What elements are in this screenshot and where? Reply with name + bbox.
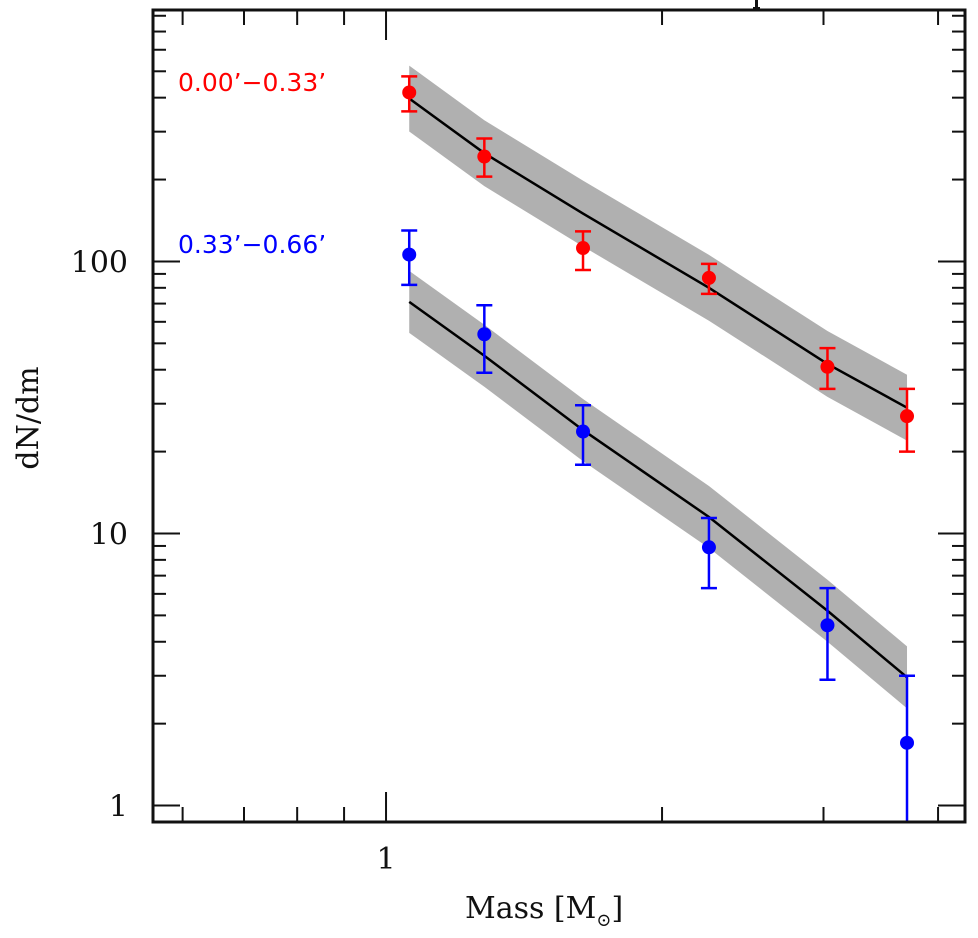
series-label-outer: 0.33’−0.66’	[178, 230, 326, 259]
data-point	[402, 247, 417, 262]
data-point	[820, 359, 835, 374]
x-axis-title: Mass [M⊙]	[465, 891, 623, 931]
data-point	[477, 149, 492, 164]
data-point	[576, 424, 591, 439]
model-line-1	[408, 300, 908, 679]
y-axis-title: dN/dm	[11, 366, 46, 469]
data-point	[402, 85, 417, 100]
model-band-0	[409, 65, 908, 441]
clipped-title-fragment	[755, 0, 758, 9]
x-axis-title-main: Mass [M	[465, 891, 596, 926]
y-tick-label: 1	[109, 790, 128, 825]
axes-box	[151, 8, 967, 824]
data-point	[701, 270, 716, 285]
y-tick-label: 100	[71, 245, 128, 280]
y-tick-label: 10	[90, 517, 128, 552]
plot-frame	[151, 8, 967, 824]
model-bands	[409, 65, 908, 709]
x-axis-title-sun-symbol: ⊙	[596, 910, 611, 931]
data-point	[900, 735, 915, 750]
clipped-title-fragment-base	[753, 7, 760, 10]
data-point	[576, 241, 591, 256]
x-tick-label: 1	[376, 842, 395, 877]
model-line-0	[408, 97, 908, 409]
data-point	[820, 618, 835, 633]
tick-labels: 1 1 10 100	[71, 245, 396, 877]
data-points	[401, 75, 916, 822]
data-point	[477, 327, 492, 342]
data-point	[701, 540, 716, 555]
series-label-inner: 0.00’−0.33’	[178, 68, 326, 97]
axis-ticks	[153, 10, 965, 822]
model-lines	[408, 97, 908, 679]
data-point	[900, 409, 915, 424]
model-band-1	[409, 270, 908, 709]
x-axis-title-close: ]	[611, 891, 623, 926]
